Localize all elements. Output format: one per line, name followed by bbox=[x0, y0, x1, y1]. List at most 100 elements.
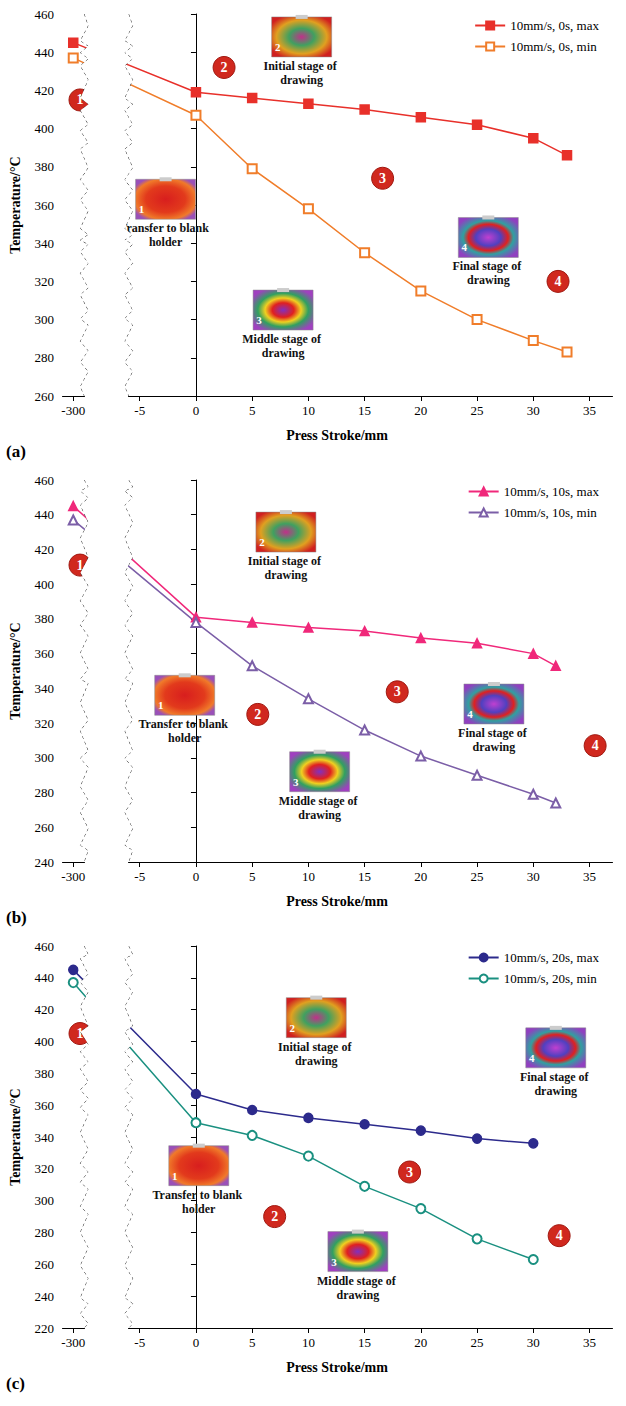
svg-text:(b): (b) bbox=[6, 908, 27, 927]
svg-text:3: 3 bbox=[256, 314, 262, 326]
svg-text:Temperature/°C: Temperature/°C bbox=[8, 156, 23, 253]
svg-text:0: 0 bbox=[193, 403, 200, 418]
svg-text:1: 1 bbox=[139, 203, 145, 215]
svg-text:Middle stage of: Middle stage of bbox=[317, 1274, 399, 1288]
svg-text:2: 2 bbox=[221, 60, 228, 75]
svg-text:15: 15 bbox=[358, 403, 371, 418]
svg-text:-5: -5 bbox=[134, 1335, 145, 1350]
svg-text:drawing: drawing bbox=[467, 273, 510, 287]
svg-text:-5: -5 bbox=[134, 403, 145, 418]
svg-text:Final stage of: Final stage of bbox=[452, 259, 524, 273]
svg-text:10mm/s, 10s, min: 10mm/s, 10s, min bbox=[504, 505, 598, 520]
svg-text:400: 400 bbox=[35, 577, 55, 592]
svg-text:240: 240 bbox=[35, 1289, 55, 1304]
svg-text:320: 320 bbox=[35, 274, 55, 289]
svg-text:340: 340 bbox=[35, 236, 55, 251]
svg-text:Temperature/°C: Temperature/°C bbox=[8, 622, 23, 719]
svg-text:3: 3 bbox=[394, 684, 401, 699]
svg-text:35: 35 bbox=[583, 403, 596, 418]
svg-text:30: 30 bbox=[527, 1335, 540, 1350]
svg-text:380: 380 bbox=[35, 1066, 55, 1081]
svg-text:Initial stage of: Initial stage of bbox=[278, 1040, 354, 1054]
svg-text:(a): (a) bbox=[6, 442, 26, 461]
svg-text:10: 10 bbox=[302, 869, 315, 884]
svg-text:4: 4 bbox=[556, 1228, 563, 1243]
svg-text:460: 460 bbox=[35, 7, 55, 22]
svg-text:Press Stroke/mm: Press Stroke/mm bbox=[286, 1360, 388, 1375]
svg-text:35: 35 bbox=[583, 869, 596, 884]
svg-text:10mm/s, 20s, min: 10mm/s, 20s, min bbox=[504, 971, 598, 986]
svg-text:380: 380 bbox=[35, 159, 55, 174]
svg-text:3: 3 bbox=[379, 171, 386, 186]
svg-text:20: 20 bbox=[414, 403, 427, 418]
svg-text:Initial stage of: Initial stage of bbox=[263, 59, 339, 73]
svg-text:2: 2 bbox=[271, 1209, 278, 1224]
svg-text:Initial stage of: Initial stage of bbox=[248, 554, 324, 568]
svg-text:drawing: drawing bbox=[298, 808, 341, 822]
svg-text:460: 460 bbox=[35, 473, 55, 488]
svg-text:drawing: drawing bbox=[337, 1288, 380, 1302]
svg-text:Middle stage of: Middle stage of bbox=[242, 332, 324, 346]
svg-text:Transfer to blank: Transfer to blank bbox=[119, 221, 212, 235]
svg-text:drawing: drawing bbox=[280, 73, 323, 87]
svg-text:Press Stroke/mm: Press Stroke/mm bbox=[286, 428, 388, 443]
svg-text:Middle stage of: Middle stage of bbox=[279, 794, 361, 808]
svg-text:holder: holder bbox=[168, 731, 202, 745]
svg-text:20: 20 bbox=[414, 869, 427, 884]
svg-text:35: 35 bbox=[583, 1335, 596, 1350]
svg-text:260: 260 bbox=[35, 389, 55, 404]
svg-text:30: 30 bbox=[527, 869, 540, 884]
svg-text:10mm/s, 10s, max: 10mm/s, 10s, max bbox=[504, 484, 600, 499]
svg-text:10mm/s, 0s, max: 10mm/s, 0s, max bbox=[510, 18, 599, 33]
svg-text:360: 360 bbox=[35, 198, 55, 213]
svg-text:15: 15 bbox=[358, 869, 371, 884]
svg-text:10: 10 bbox=[302, 403, 315, 418]
svg-text:15: 15 bbox=[358, 1335, 371, 1350]
svg-text:Press Stroke/mm: Press Stroke/mm bbox=[286, 894, 388, 909]
svg-text:360: 360 bbox=[35, 1098, 55, 1113]
svg-text:drawing: drawing bbox=[534, 1084, 577, 1098]
svg-text:440: 440 bbox=[35, 970, 55, 985]
svg-text:300: 300 bbox=[35, 312, 55, 327]
svg-text:400: 400 bbox=[35, 121, 55, 136]
svg-text:280: 280 bbox=[35, 785, 55, 800]
svg-text:20: 20 bbox=[414, 1335, 427, 1350]
svg-text:4: 4 bbox=[529, 1052, 535, 1064]
svg-text:Transfer to blank: Transfer to blank bbox=[152, 1188, 245, 1202]
svg-text:Final stage of: Final stage of bbox=[458, 726, 530, 740]
svg-text:420: 420 bbox=[35, 542, 55, 557]
svg-text:280: 280 bbox=[35, 1225, 55, 1240]
svg-text:1: 1 bbox=[158, 699, 164, 711]
svg-text:340: 340 bbox=[35, 1130, 55, 1145]
svg-text:5: 5 bbox=[249, 869, 256, 884]
svg-text:5: 5 bbox=[249, 403, 256, 418]
svg-text:400: 400 bbox=[35, 1034, 55, 1049]
svg-text:30: 30 bbox=[527, 403, 540, 418]
svg-text:drawing: drawing bbox=[473, 740, 516, 754]
svg-text:4: 4 bbox=[555, 274, 562, 289]
svg-text:5: 5 bbox=[249, 1335, 256, 1350]
svg-text:460: 460 bbox=[35, 939, 55, 954]
svg-text:-5: -5 bbox=[134, 869, 145, 884]
svg-text:4: 4 bbox=[467, 708, 473, 720]
svg-text:drawing: drawing bbox=[265, 568, 308, 582]
svg-text:320: 320 bbox=[35, 716, 55, 731]
svg-text:360: 360 bbox=[35, 646, 55, 661]
svg-text:380: 380 bbox=[35, 611, 55, 626]
svg-text:-300: -300 bbox=[61, 403, 85, 418]
svg-text:300: 300 bbox=[35, 1193, 55, 1208]
svg-text:440: 440 bbox=[35, 507, 55, 522]
svg-text:10mm/s, 20s, max: 10mm/s, 20s, max bbox=[504, 950, 600, 965]
svg-text:0: 0 bbox=[193, 869, 200, 884]
svg-text:Final stage of: Final stage of bbox=[520, 1070, 592, 1084]
svg-text:420: 420 bbox=[35, 1002, 55, 1017]
svg-text:25: 25 bbox=[471, 869, 484, 884]
svg-text:440: 440 bbox=[35, 45, 55, 60]
svg-text:25: 25 bbox=[471, 1335, 484, 1350]
svg-text:-300: -300 bbox=[61, 1335, 85, 1350]
svg-text:holder: holder bbox=[149, 235, 183, 249]
svg-text:320: 320 bbox=[35, 1161, 55, 1176]
svg-text:2: 2 bbox=[275, 41, 281, 53]
svg-text:4: 4 bbox=[462, 241, 468, 253]
svg-text:300: 300 bbox=[35, 750, 55, 765]
